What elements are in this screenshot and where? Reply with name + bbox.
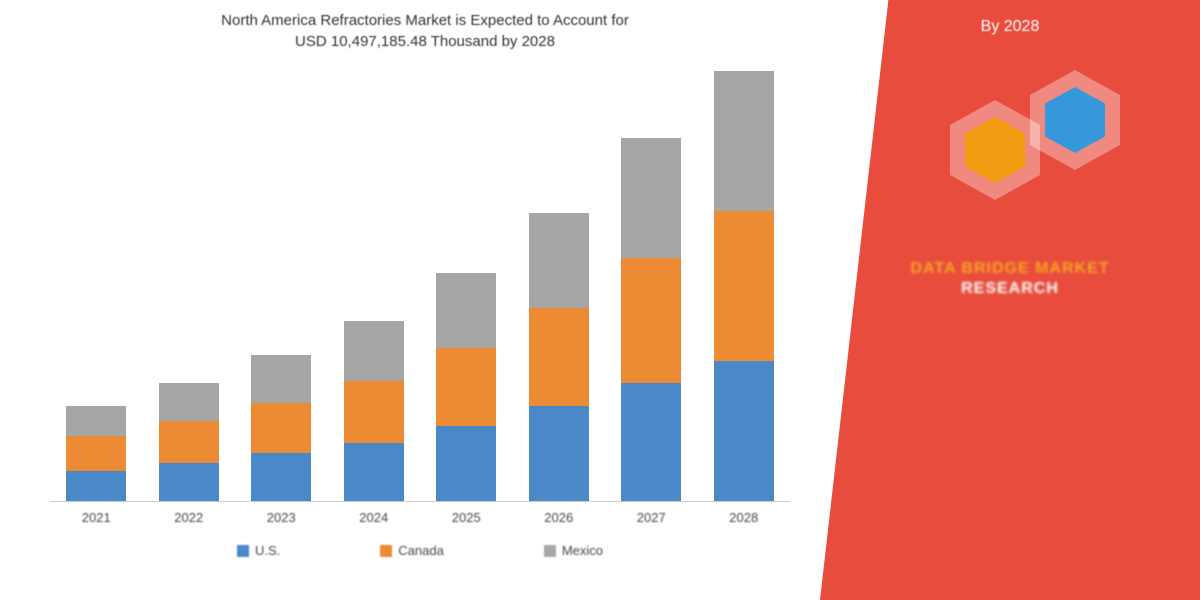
x-axis-labels: 2021 2022 2023 2024 2025 2026 2027 2028	[50, 510, 790, 525]
legend-swatch	[544, 545, 556, 557]
bar-segment	[529, 308, 589, 406]
bar-group	[159, 383, 219, 501]
chart-title-line2: USD 10,497,185.48 Thousand by 2028	[50, 31, 800, 52]
brand-text: DATA BRIDGE MARKET RESEARCH	[820, 260, 1200, 298]
bar-segment	[529, 406, 589, 501]
bar-segment	[251, 355, 311, 403]
bar-segment	[251, 403, 311, 453]
bar-segment	[436, 273, 496, 348]
bar-segment	[436, 348, 496, 426]
bar-segment	[621, 258, 681, 383]
bar-group	[621, 138, 681, 501]
bar-segment	[251, 453, 311, 501]
chart-panel: North America Refractories Market is Exp…	[0, 0, 820, 600]
bar-group	[529, 213, 589, 501]
x-axis-label: 2025	[436, 510, 496, 525]
side-panel: By 2028 DATA BRIDGE MARKET RESEARCH	[820, 0, 1200, 600]
bar-segment	[159, 383, 219, 421]
legend-item: Mexico	[544, 543, 603, 558]
plot-area	[50, 72, 790, 502]
by-year-label: By 2028	[820, 18, 1200, 36]
bar-group	[344, 321, 404, 501]
chart-title-line1: North America Refractories Market is Exp…	[50, 10, 800, 31]
legend-swatch	[237, 545, 249, 557]
legend-label: U.S.	[255, 543, 280, 558]
x-axis-label: 2026	[529, 510, 589, 525]
bar-group	[251, 355, 311, 501]
x-axis-label: 2022	[159, 510, 219, 525]
hexagon-icon	[950, 100, 1040, 200]
bar-segment	[344, 321, 404, 381]
bar-group	[66, 406, 126, 501]
bar-group	[714, 71, 774, 501]
bar-segment	[436, 426, 496, 501]
legend-label: Mexico	[562, 543, 603, 558]
legend-label: Canada	[398, 543, 444, 558]
bar-segment	[714, 71, 774, 211]
bar-segment	[66, 436, 126, 471]
hex-logo-group	[920, 70, 1140, 230]
bar-segment	[529, 213, 589, 308]
bar-segment	[344, 443, 404, 501]
bar-segment	[66, 406, 126, 436]
legend-item: U.S.	[237, 543, 280, 558]
x-axis-label: 2023	[251, 510, 311, 525]
bar-segment	[159, 463, 219, 501]
x-axis-label: 2028	[714, 510, 774, 525]
bar-segment	[714, 361, 774, 501]
hexagon-inner	[965, 117, 1025, 183]
bar-segment	[621, 383, 681, 501]
bar-segment	[66, 471, 126, 501]
brand-line2: RESEARCH	[820, 280, 1200, 298]
bar-segment	[621, 138, 681, 258]
x-axis-label: 2024	[344, 510, 404, 525]
x-axis-label: 2027	[621, 510, 681, 525]
x-axis-label: 2021	[66, 510, 126, 525]
bar-segment	[344, 381, 404, 443]
hexagon-inner	[1045, 87, 1105, 153]
brand-line1: DATA BRIDGE MARKET	[820, 260, 1200, 278]
bar-segment	[714, 211, 774, 361]
legend-item: Canada	[380, 543, 444, 558]
bar-segment	[159, 421, 219, 463]
legend-swatch	[380, 545, 392, 557]
chart-title: North America Refractories Market is Exp…	[50, 10, 800, 52]
bar-group	[436, 273, 496, 501]
hexagon-icon	[1030, 70, 1120, 170]
chart-legend: U.S. Canada Mexico	[50, 543, 790, 558]
